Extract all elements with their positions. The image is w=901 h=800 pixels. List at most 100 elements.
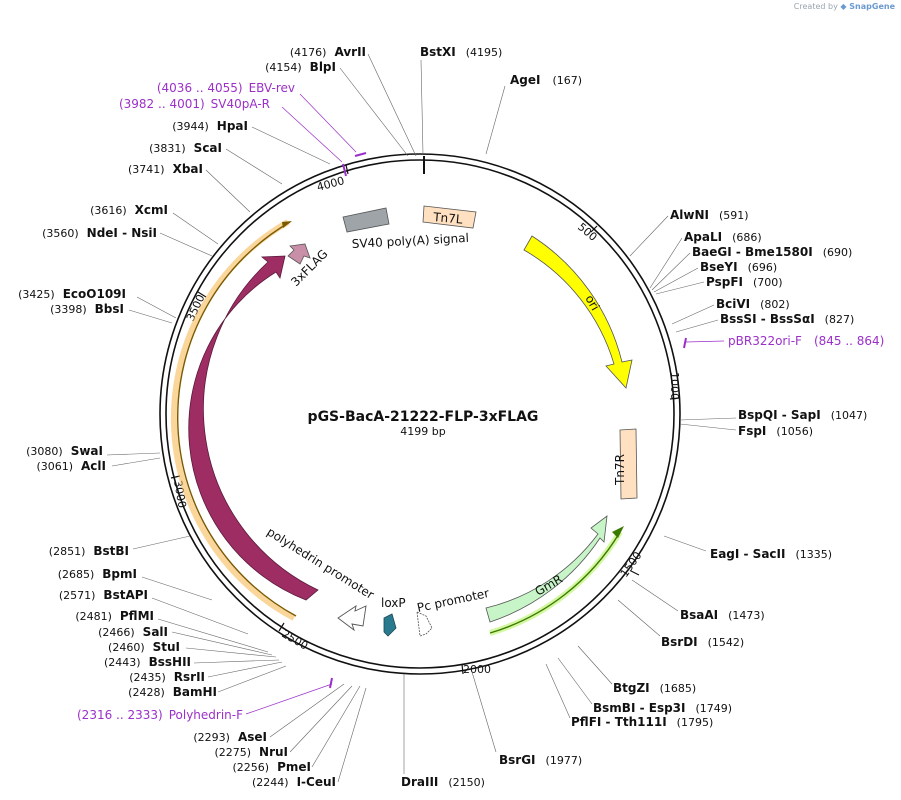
leader-polyhedrin-f bbox=[245, 683, 333, 715]
site-agei[interactable]: AgeI (167) bbox=[510, 73, 582, 87]
site-bsssi[interactable]: BssSI - BssSαI (827) bbox=[720, 312, 854, 326]
plasmid-length: 4199 bp bbox=[400, 425, 445, 438]
site-bbsi[interactable]: (3398) BbsI bbox=[50, 302, 124, 316]
site-ecoo109i[interactable]: (3425) EcoO109I bbox=[18, 287, 126, 301]
site-stui[interactable]: (2460) StuI bbox=[108, 640, 180, 654]
tn7r-feature[interactable] bbox=[619, 428, 638, 500]
tn7l-feature[interactable] bbox=[422, 205, 477, 229]
sv40-polya-feature[interactable] bbox=[342, 207, 390, 233]
site-scai[interactable]: (3831) ScaI bbox=[149, 141, 222, 155]
leader-bstxi bbox=[420, 59, 424, 155]
site-asei[interactable]: (2293) AseI bbox=[193, 730, 267, 744]
leader-eagi bbox=[663, 535, 707, 552]
site-btgzi[interactable]: BtgZI (1685) bbox=[613, 681, 696, 695]
site-bstapi[interactable]: (2571) BstAPI bbox=[59, 588, 148, 602]
site-bamhi[interactable]: (2428) BamHI bbox=[128, 685, 217, 699]
flp-feature[interactable] bbox=[188, 255, 319, 601]
ori-feature[interactable] bbox=[523, 235, 633, 389]
leader-swai bbox=[106, 452, 161, 456]
leader-alwni bbox=[629, 215, 669, 257]
polyhedrin-promoter-feature[interactable] bbox=[337, 605, 367, 632]
leader-ecoo109i bbox=[136, 296, 177, 319]
leader-bsaai bbox=[631, 579, 679, 612]
site-labels: (4176) AvrII (4154) BlpI BstXI (4195) AgeI(… bbox=[18, 45, 867, 789]
site-bstxi[interactable]: BstXI (4195) bbox=[420, 45, 502, 59]
site-bsaai[interactable]: BsaAI (1473) bbox=[680, 608, 765, 622]
site-rsrii[interactable]: (2435) RsrII bbox=[129, 670, 205, 684]
leader-bstbi bbox=[132, 535, 191, 550]
site-baegi-bme1580i[interactable]: BaeGI - Bme1580I (690) bbox=[692, 245, 852, 259]
tick-mark-500 bbox=[590, 225, 598, 233]
gmr-orf-line bbox=[489, 531, 621, 634]
leader-besshii bbox=[193, 659, 280, 664]
tn7l-label: Tn7L bbox=[432, 210, 464, 227]
leader-bsrgi bbox=[471, 671, 497, 753]
backbone-inner bbox=[165, 159, 675, 669]
site-ndei-nsii[interactable]: (3560) NdeI - NsiI bbox=[42, 226, 157, 240]
site-bcivi[interactable]: BciVI (802) bbox=[716, 297, 790, 311]
site-hpai[interactable]: (3944) HpaI bbox=[172, 119, 248, 133]
loxp-feature[interactable] bbox=[383, 613, 397, 637]
site-bsrgi[interactable]: BsrGI (1977) bbox=[499, 753, 582, 767]
site-nrui[interactable]: (2275) NruI bbox=[214, 745, 288, 759]
site-bpmi[interactable]: (2685) BpmI bbox=[58, 567, 137, 581]
site-bseyi[interactable]: BseYI (696) bbox=[700, 260, 777, 274]
site-acli[interactable]: (3061) AclI bbox=[36, 459, 106, 473]
flag-feature[interactable] bbox=[287, 243, 311, 265]
site-sali[interactable]: (2466) SalI bbox=[98, 625, 168, 639]
leader-rsrii bbox=[207, 661, 283, 678]
leader-avrii bbox=[367, 53, 417, 157]
gmr-feature[interactable] bbox=[485, 515, 608, 623]
tn7r-label: Tn7R bbox=[613, 454, 627, 486]
leader-pflfi bbox=[545, 663, 571, 719]
site-swai[interactable]: (3080) SwaI bbox=[26, 444, 103, 458]
leader-bsrdi bbox=[617, 599, 661, 637]
site-iceui[interactable]: (2244) I-CeuI bbox=[252, 775, 336, 789]
leader-pflmi bbox=[157, 618, 269, 653]
leader-nrui bbox=[289, 685, 353, 753]
primer-mark-sv40pa-r bbox=[342, 163, 347, 177]
site-bstbi[interactable]: (2851) BstBI bbox=[49, 544, 129, 558]
primer-sv40pa-r[interactable]: (3982 .. 4001) SV40pA-R bbox=[119, 97, 270, 111]
tick-mark-3500 bbox=[197, 291, 207, 298]
gmr-orf-arrowhead bbox=[612, 526, 624, 538]
site-pflfi-tth111i[interactable]: PflFI - Tth111I (1795) bbox=[571, 715, 713, 729]
site-pmei[interactable]: (2256) PmeI bbox=[233, 760, 311, 774]
site-xbai[interactable]: (3741) XbaI bbox=[128, 162, 203, 176]
primer-mark-ebv-rev bbox=[354, 152, 367, 157]
leader-baegi bbox=[651, 252, 691, 291]
leader-bamhi bbox=[217, 665, 287, 693]
site-apali[interactable]: ApaLI (686) bbox=[684, 230, 762, 244]
orf-arc-line bbox=[177, 221, 297, 617]
sv40-polya-label: SV40 poly(A) signal bbox=[351, 231, 469, 251]
site-bsrdi[interactable]: BsrDI (1542) bbox=[661, 635, 744, 649]
site-bspqi-sapi[interactable]: BspQI - SapI (1047) bbox=[738, 408, 867, 422]
site-blpi[interactable]: (4154) BlpI bbox=[265, 60, 336, 74]
primer-ebv-rev[interactable]: (4036 .. 4055) EBV-rev bbox=[157, 81, 295, 95]
leader-bsmbi bbox=[557, 657, 593, 705]
pc-promoter-feature[interactable] bbox=[416, 611, 433, 637]
tick-500: 500 bbox=[575, 220, 599, 243]
leader-xbai bbox=[205, 169, 251, 213]
leader-pspfi bbox=[655, 281, 705, 295]
site-avrii[interactable]: (4176) AvrII bbox=[290, 45, 366, 59]
tick-mark-4000 bbox=[345, 164, 349, 175]
leader-bseyi bbox=[653, 267, 699, 293]
site-leaders bbox=[106, 53, 737, 783]
leader-apali bbox=[649, 237, 683, 289]
site-draiii[interactable]: DraIII (2150) bbox=[401, 775, 485, 789]
primer-polyhedrin-f[interactable]: (2316 .. 2333) Polyhedrin-F bbox=[77, 708, 243, 722]
site-besshii[interactable]: (2443) BssHII bbox=[104, 655, 191, 669]
leader-bspqi bbox=[679, 417, 737, 421]
site-eagi-sacii[interactable]: EagI - SacII (1335) bbox=[710, 547, 832, 561]
site-alwni[interactable]: AlwNI (591) bbox=[670, 208, 749, 222]
primer-pbr322ori-f[interactable]: pBR322ori-F (845 .. 864) bbox=[728, 334, 884, 348]
primer-labels: (4036 .. 4055) EBV-rev (3982 .. 4001) SV40… bbox=[77, 81, 884, 722]
site-pflmi[interactable]: (2481) PflMI bbox=[75, 609, 154, 623]
site-fspi[interactable]: FspI (1056) bbox=[738, 424, 813, 438]
tick-mark-2500 bbox=[278, 622, 285, 632]
site-pspfi[interactable]: PspFI (700) bbox=[706, 275, 783, 289]
tick-2000: 2000 bbox=[463, 663, 491, 676]
site-bsmbi-esp3i[interactable]: BsmBI - Esp3I (1749) bbox=[593, 701, 732, 715]
site-xcmi[interactable]: (3616) XcmI bbox=[90, 203, 168, 217]
